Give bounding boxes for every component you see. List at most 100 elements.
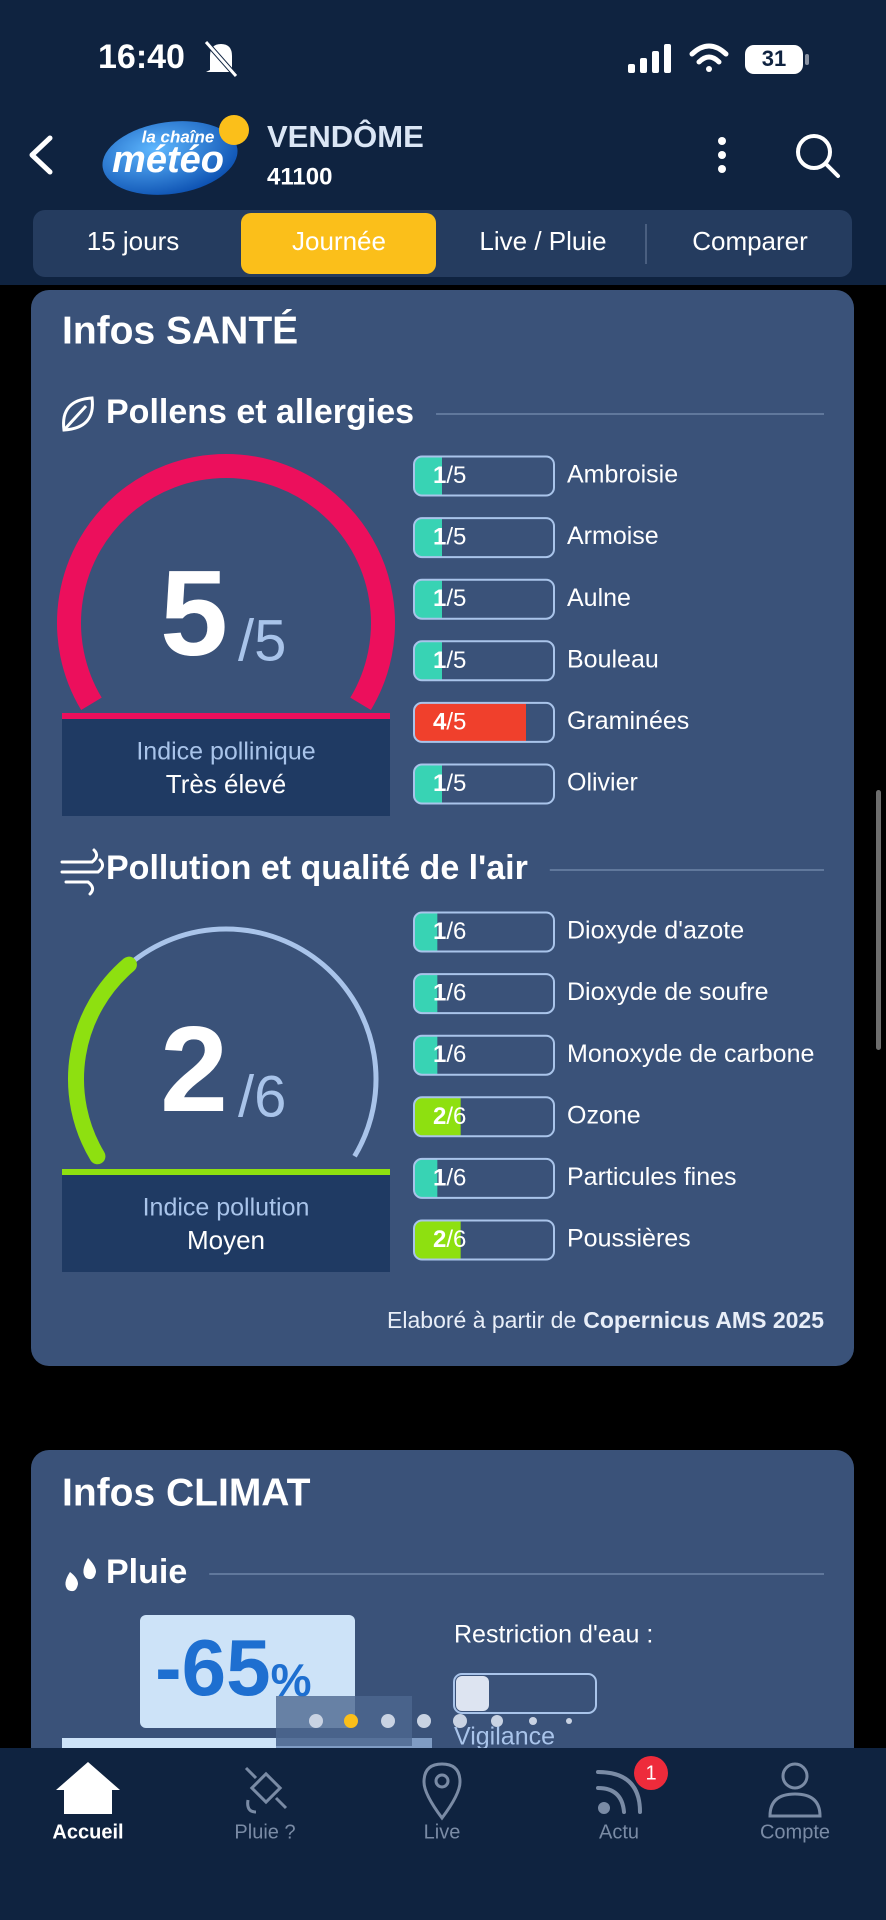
tab[interactable]: Live / Pluie — [479, 226, 606, 256]
pill-label: 2/6 — [433, 1226, 466, 1253]
pill-border — [413, 1219, 555, 1261]
bottom-nav — [0, 1748, 886, 1920]
pill — [414, 518, 554, 558]
gauge-label-box — [62, 719, 390, 816]
nav-item[interactable]: Pluie ? — [234, 1821, 295, 1843]
badge-count: 1 — [645, 1762, 656, 1784]
pill-label: 1/6 — [433, 918, 466, 945]
status-time: 16:40 — [98, 38, 185, 76]
badge — [634, 1756, 668, 1790]
restriction-label: Restriction d'eau : — [454, 1621, 653, 1649]
pill-score: 4 — [433, 709, 447, 736]
gauge-base-line — [62, 1169, 390, 1175]
pill-score: 1 — [433, 524, 446, 551]
logo-text: la chaîne — [142, 127, 215, 146]
battery-level: 31 — [762, 46, 786, 71]
pill-scale: /5 — [446, 647, 466, 674]
gauge-scale: /6 — [238, 1064, 286, 1129]
rain-value: -65 — [155, 1623, 271, 1712]
health-card — [31, 290, 854, 1366]
pill-border — [413, 1034, 555, 1076]
gauge-base-line — [62, 713, 390, 719]
pill-label: 1/5 — [433, 647, 466, 674]
vigilance-label: Vigilance — [454, 1723, 555, 1751]
search-button[interactable] — [796, 134, 840, 178]
pill — [414, 579, 554, 619]
pill-fill — [414, 1097, 461, 1137]
tab[interactable]: Journée — [292, 226, 386, 256]
tab[interactable]: Comparer — [692, 226, 808, 256]
pill-border — [413, 763, 555, 805]
pill-score: 1 — [433, 1042, 446, 1069]
pill-scale: /5 — [446, 709, 466, 736]
section-title: Pluie — [106, 1553, 187, 1591]
pill-score: 2 — [433, 1226, 446, 1253]
source-name: Copernicus AMS 2025 — [583, 1307, 824, 1333]
card-title: Infos CLIMAT — [62, 1471, 311, 1514]
pill-scale: /6 — [446, 980, 466, 1007]
pill — [414, 764, 554, 804]
pill-scale: /5 — [446, 770, 466, 797]
item-name: Particules fines — [567, 1163, 737, 1191]
menu-button[interactable] — [718, 137, 726, 173]
pill-score: 1 — [433, 586, 446, 613]
item-name: Graminées — [567, 707, 689, 735]
section-title: Pollens et allergies — [106, 393, 414, 431]
pill-score: 1 — [433, 462, 446, 489]
item-name: Bouleau — [567, 645, 659, 673]
pill-fill — [414, 456, 442, 496]
satellite-icon — [244, 1766, 288, 1814]
pill-border — [413, 973, 555, 1015]
pill-border — [413, 640, 555, 682]
drops-icon — [65, 1558, 96, 1592]
pill-border — [413, 1157, 555, 1199]
tab-bar — [33, 210, 852, 277]
pill-score: 2 — [433, 1103, 446, 1130]
pill-label: 4/5 — [433, 709, 466, 736]
pin-icon — [422, 1762, 462, 1821]
item-name: Aulne — [567, 584, 631, 612]
tab[interactable]: 15 jours — [87, 226, 180, 256]
pill-score: 1 — [433, 1165, 446, 1192]
nav-item[interactable]: Compte — [760, 1821, 830, 1843]
item-name: Poussières — [567, 1225, 691, 1253]
nav-item[interactable]: Accueil — [52, 1821, 123, 1843]
pill — [414, 641, 554, 681]
nav-item[interactable]: Actu — [599, 1821, 639, 1843]
item-name: Dioxyde d'azote — [567, 917, 744, 945]
leaf-icon — [62, 396, 94, 432]
pill-scale: /5 — [446, 586, 466, 613]
back-button[interactable] — [29, 135, 53, 175]
gauge-label-box — [62, 1175, 390, 1272]
pill-scale: /6 — [446, 918, 466, 945]
pill-scale: /6 — [446, 1042, 466, 1069]
index-level: Très élevé — [166, 769, 286, 799]
logo-sun — [219, 115, 249, 145]
pill-fill — [414, 702, 526, 742]
pill-score: 1 — [433, 770, 446, 797]
rain-bar — [62, 1738, 276, 1748]
pill-fill — [414, 764, 442, 804]
gauge-score: 5 — [160, 545, 228, 681]
pill-fill — [414, 518, 442, 558]
pill-fill — [414, 1158, 438, 1198]
pill-fill — [414, 1035, 438, 1075]
city-name: VENDÔME — [267, 118, 424, 154]
item-name: Ozone — [567, 1101, 641, 1129]
card-title: Infos SANTÉ — [62, 308, 298, 352]
pill — [414, 1158, 554, 1198]
account-icon — [768, 1762, 822, 1818]
section-title: Pollution et qualité de l'air — [106, 849, 528, 887]
pill-fill — [414, 912, 438, 952]
battery-tip — [805, 54, 809, 65]
pill-scale: /6 — [446, 1103, 466, 1130]
pill-label: 1/6 — [433, 1165, 466, 1192]
logo — [102, 121, 238, 195]
pill-score: 1 — [433, 647, 446, 674]
pill-scale: /6 — [446, 1226, 466, 1253]
pill-fill — [414, 579, 442, 619]
nav-item[interactable]: Live — [424, 1821, 461, 1843]
pill-fill — [414, 1220, 461, 1260]
item-name: Armoise — [567, 522, 659, 550]
